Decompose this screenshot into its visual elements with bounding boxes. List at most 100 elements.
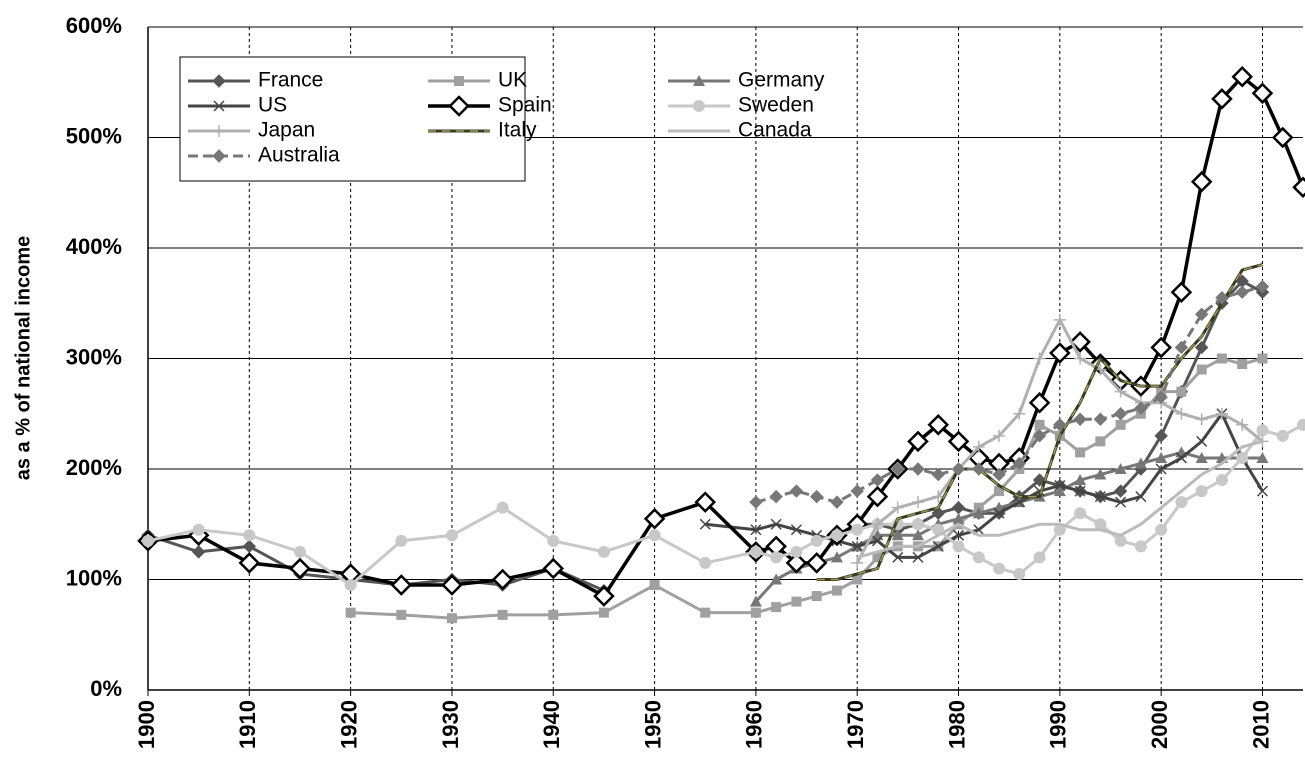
marker [1150, 336, 1172, 359]
marker [1134, 457, 1147, 469]
marker [1256, 485, 1269, 497]
marker [395, 534, 408, 547]
marker [694, 491, 717, 513]
marker [912, 529, 924, 541]
marker [912, 496, 924, 509]
marker [785, 552, 808, 574]
marker [1236, 418, 1249, 431]
marker [992, 467, 1006, 482]
y-tick-label: 0% [90, 676, 122, 701]
marker [700, 607, 711, 618]
marker [892, 551, 904, 563]
marker [1255, 279, 1270, 294]
marker [1075, 447, 1086, 458]
marker [1094, 518, 1107, 531]
marker [932, 540, 944, 552]
marker [1176, 386, 1187, 397]
marker [852, 574, 863, 585]
y-tick-label: 600% [66, 13, 122, 38]
marker [972, 551, 985, 564]
marker [1054, 480, 1066, 492]
marker [1215, 407, 1228, 420]
marker [927, 414, 950, 436]
marker [1276, 429, 1289, 442]
marker [293, 545, 306, 558]
legend-label: US [258, 94, 287, 117]
marker [693, 100, 705, 112]
marker [1074, 507, 1087, 520]
series-line [147, 423, 1304, 587]
marker [952, 512, 965, 524]
marker [1049, 342, 1071, 364]
marker [548, 609, 559, 620]
marker [1175, 452, 1187, 464]
marker [830, 529, 843, 542]
marker [750, 524, 762, 536]
y-tick-label: 500% [66, 123, 122, 148]
marker [1073, 412, 1087, 426]
marker [1235, 285, 1249, 299]
y-tick-label: 100% [66, 565, 122, 590]
marker [1135, 491, 1147, 503]
marker [396, 609, 407, 620]
marker [830, 551, 843, 563]
marker [1194, 307, 1209, 322]
marker [693, 75, 705, 86]
marker [1033, 551, 1046, 564]
marker [1115, 496, 1127, 508]
marker [972, 462, 986, 476]
marker [891, 529, 904, 541]
series-line [755, 285, 1263, 504]
x-tick-label: 1980 [944, 700, 969, 749]
marker [1256, 451, 1269, 463]
marker [1256, 424, 1269, 437]
marker [1215, 474, 1228, 487]
marker [1053, 418, 1067, 432]
marker [891, 501, 904, 514]
marker [1033, 352, 1046, 365]
marker [866, 485, 889, 508]
marker [1074, 474, 1087, 486]
marker [441, 574, 463, 596]
y-tick-label: 300% [66, 344, 122, 369]
marker [1074, 485, 1086, 497]
marker [1154, 429, 1168, 443]
marker [1095, 436, 1106, 447]
marker [491, 568, 514, 591]
marker [1034, 419, 1045, 430]
marker [850, 484, 864, 498]
marker [1174, 340, 1189, 355]
x-tick-label: 1970 [843, 700, 868, 749]
marker [851, 523, 864, 536]
marker [830, 495, 844, 509]
marker [1114, 534, 1127, 547]
marker [831, 585, 842, 596]
series-line-overlay [816, 263, 1263, 581]
marker [809, 489, 824, 504]
marker [1194, 340, 1209, 355]
marker [142, 534, 154, 547]
marker [770, 518, 782, 530]
marker [912, 551, 924, 563]
marker [649, 580, 660, 591]
marker [1196, 364, 1207, 375]
x-tick-label: 2000 [1147, 700, 1172, 749]
marker [446, 613, 457, 624]
marker [1113, 484, 1128, 498]
marker [242, 539, 257, 554]
marker [1094, 491, 1106, 503]
marker [770, 573, 783, 585]
legend-label: Germany [738, 69, 825, 92]
marker [790, 524, 802, 536]
marker [1154, 390, 1168, 404]
marker [191, 545, 206, 559]
marker [454, 76, 464, 86]
marker [1053, 313, 1066, 326]
legend-label: Canada [738, 119, 812, 142]
marker [212, 149, 226, 163]
marker [1013, 496, 1025, 508]
marker [1013, 407, 1026, 420]
marker [1175, 496, 1188, 509]
marker [872, 552, 883, 563]
marker [1032, 429, 1047, 443]
